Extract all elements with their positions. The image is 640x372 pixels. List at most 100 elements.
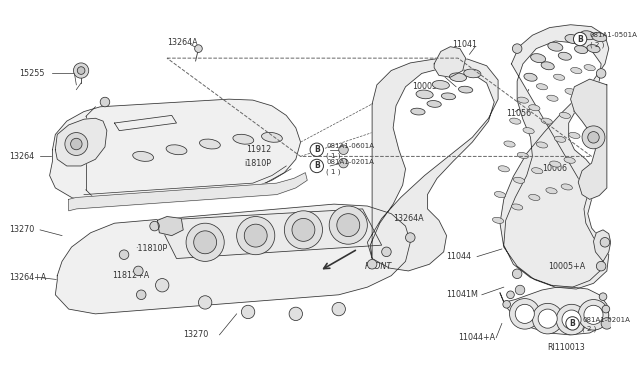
Circle shape	[337, 214, 360, 237]
Text: RI110013: RI110013	[548, 343, 586, 352]
Polygon shape	[157, 209, 381, 259]
Ellipse shape	[569, 132, 580, 138]
Circle shape	[538, 309, 557, 328]
Polygon shape	[55, 204, 410, 314]
Circle shape	[582, 126, 605, 149]
Text: 11041M: 11041M	[447, 290, 479, 299]
Ellipse shape	[592, 33, 607, 42]
Text: 11044: 11044	[447, 252, 472, 261]
Text: ( 2 ): ( 2 )	[582, 326, 596, 332]
Ellipse shape	[547, 95, 558, 101]
Ellipse shape	[571, 67, 582, 74]
Ellipse shape	[536, 142, 548, 148]
Circle shape	[515, 285, 525, 295]
Text: ( 1 ): ( 1 )	[326, 152, 341, 159]
Circle shape	[198, 296, 212, 309]
Circle shape	[150, 221, 159, 231]
Ellipse shape	[233, 134, 253, 144]
Polygon shape	[500, 287, 609, 335]
Ellipse shape	[458, 86, 473, 93]
Circle shape	[194, 231, 216, 254]
Text: 10005+A: 10005+A	[548, 262, 585, 271]
Ellipse shape	[561, 184, 572, 190]
Circle shape	[237, 217, 275, 255]
Ellipse shape	[579, 86, 589, 92]
Ellipse shape	[464, 69, 481, 78]
Circle shape	[136, 290, 146, 299]
Circle shape	[134, 266, 143, 276]
Text: B: B	[577, 35, 583, 44]
Text: 11912: 11912	[246, 145, 271, 154]
Ellipse shape	[524, 73, 537, 81]
Text: 10006: 10006	[542, 164, 567, 173]
Circle shape	[596, 69, 606, 78]
Ellipse shape	[494, 192, 506, 198]
Circle shape	[507, 291, 515, 299]
Ellipse shape	[575, 46, 588, 54]
Circle shape	[156, 279, 169, 292]
Text: 11812+A: 11812+A	[113, 271, 150, 280]
Circle shape	[292, 218, 315, 241]
Ellipse shape	[565, 35, 580, 44]
Circle shape	[289, 307, 303, 321]
Text: 11056: 11056	[506, 109, 531, 118]
Circle shape	[195, 45, 202, 52]
Text: 11044+A: 11044+A	[458, 333, 495, 342]
Circle shape	[310, 159, 323, 173]
Ellipse shape	[554, 74, 564, 80]
Text: FRONT: FRONT	[365, 262, 392, 271]
Circle shape	[329, 206, 367, 244]
Text: ( 2 ): ( 2 )	[589, 42, 604, 48]
Text: ( 1 ): ( 1 )	[326, 169, 341, 175]
Ellipse shape	[523, 128, 534, 134]
Circle shape	[310, 143, 323, 156]
Text: 11041: 11041	[452, 40, 477, 49]
Ellipse shape	[517, 153, 529, 158]
Circle shape	[573, 32, 587, 46]
Ellipse shape	[509, 118, 521, 124]
Ellipse shape	[529, 105, 540, 111]
Polygon shape	[55, 118, 107, 166]
Circle shape	[65, 132, 88, 155]
Text: 10005: 10005	[412, 82, 437, 91]
Circle shape	[339, 158, 348, 168]
Circle shape	[74, 63, 89, 78]
Ellipse shape	[200, 139, 220, 149]
Circle shape	[367, 260, 377, 269]
Circle shape	[599, 293, 607, 301]
Text: 081A1-0201A: 081A1-0201A	[326, 159, 374, 165]
Circle shape	[119, 250, 129, 260]
Circle shape	[515, 304, 534, 323]
Ellipse shape	[427, 100, 441, 108]
Text: 13264A: 13264A	[167, 38, 198, 47]
Polygon shape	[68, 173, 307, 211]
Circle shape	[588, 132, 599, 143]
Ellipse shape	[536, 84, 548, 90]
Text: ·11810P: ·11810P	[136, 244, 168, 253]
Circle shape	[596, 262, 606, 271]
Polygon shape	[500, 25, 609, 289]
Circle shape	[584, 305, 603, 324]
Ellipse shape	[548, 42, 563, 51]
Text: 13264A: 13264A	[393, 214, 424, 223]
Polygon shape	[367, 59, 498, 271]
Ellipse shape	[517, 97, 529, 103]
Ellipse shape	[529, 195, 540, 201]
Ellipse shape	[432, 80, 449, 89]
Circle shape	[566, 317, 579, 330]
Ellipse shape	[546, 188, 557, 194]
Polygon shape	[571, 79, 607, 199]
Ellipse shape	[262, 132, 282, 142]
Ellipse shape	[449, 73, 467, 81]
Ellipse shape	[559, 112, 570, 118]
Ellipse shape	[554, 136, 566, 142]
Ellipse shape	[492, 217, 504, 224]
Circle shape	[562, 310, 581, 329]
Text: B: B	[314, 161, 319, 170]
Polygon shape	[593, 230, 611, 262]
Text: 13270: 13270	[10, 225, 35, 234]
Ellipse shape	[442, 93, 456, 100]
Circle shape	[381, 247, 391, 257]
Polygon shape	[157, 217, 183, 235]
Ellipse shape	[416, 90, 433, 99]
